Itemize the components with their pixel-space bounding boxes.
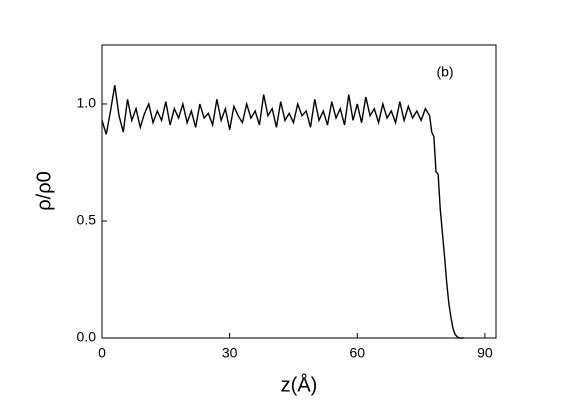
data-line (101, 85, 464, 339)
x-tick-label: 90 (477, 345, 493, 361)
annotation: (b) (436, 64, 453, 80)
y-tick-label: 1.0 (77, 95, 97, 111)
y-tick-label: 0.5 (77, 212, 97, 228)
x-axis-label: z(Å) (281, 373, 318, 396)
x-tick-label: 0 (98, 345, 106, 361)
x-tick-label: 30 (222, 345, 238, 361)
y-axis-label: ρ/ρ0 (33, 171, 55, 210)
y-tick-label: 0.0 (77, 329, 97, 345)
plot-frame (101, 44, 497, 339)
x-tick-label: 60 (350, 345, 366, 361)
